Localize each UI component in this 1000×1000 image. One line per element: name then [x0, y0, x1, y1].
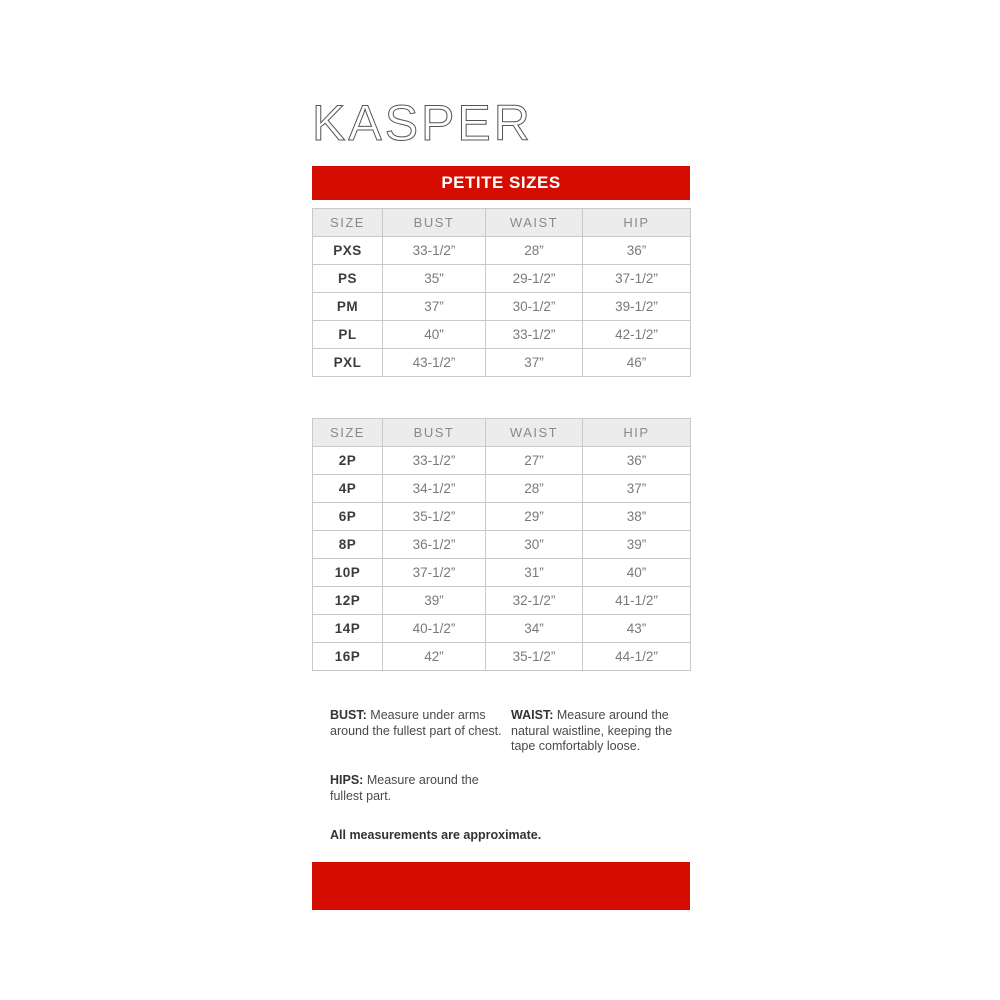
petite-number-size-table: SIZE BUST WAIST HIP 2P 33-1/2” 27” 36” 4…: [312, 418, 691, 671]
petite-sizes-banner: PETITE SIZES: [312, 166, 690, 200]
bust-cell: 35-1/2”: [382, 502, 486, 531]
hip-cell: 44-1/2”: [582, 642, 691, 671]
size-cell: PL: [312, 320, 383, 349]
waist-note: WAIST: Measure around the natural waistl…: [511, 708, 690, 755]
table-row: 8P 36-1/2” 30” 39”: [312, 530, 691, 559]
table-row: 6P 35-1/2” 29” 38”: [312, 502, 691, 531]
bust-cell: 33-1/2”: [382, 446, 486, 475]
bust-cell: 39”: [382, 586, 486, 615]
bust-note-text: Measure under arms around the fullest pa…: [330, 708, 502, 738]
waist-cell: 29”: [485, 502, 583, 531]
bust-cell: 36-1/2”: [382, 530, 486, 559]
hip-cell: 38”: [582, 502, 691, 531]
measurement-notes: BUST: Measure under arms around the full…: [330, 708, 690, 844]
bust-cell: 43-1/2”: [382, 348, 486, 377]
hip-cell: 43”: [582, 614, 691, 643]
size-cell: 8P: [312, 530, 383, 559]
table-row: PL 40” 33-1/2” 42-1/2”: [312, 320, 691, 349]
size-cell: PS: [312, 264, 383, 293]
hip-cell: 37-1/2”: [582, 264, 691, 293]
bust-note: BUST: Measure under arms around the full…: [330, 708, 511, 755]
bust-cell: 33-1/2”: [382, 236, 486, 265]
table-row: PXL 43-1/2” 37” 46”: [312, 348, 691, 377]
bust-cell: 37-1/2”: [382, 558, 486, 587]
hip-cell: 42-1/2”: [582, 320, 691, 349]
hip-cell: 41-1/2”: [582, 586, 691, 615]
hip-cell: 36”: [582, 236, 691, 265]
bust-cell: 35”: [382, 264, 486, 293]
kasper-logo: KASPER: [312, 95, 531, 152]
waist-cell: 29-1/2”: [485, 264, 583, 293]
col-header-bust: BUST: [382, 418, 486, 447]
size-cell: PM: [312, 292, 383, 321]
bust-cell: 34-1/2”: [382, 474, 486, 503]
table-header-row: SIZE BUST WAIST HIP: [312, 418, 691, 447]
col-header-waist: WAIST: [485, 418, 583, 447]
bust-cell: 40-1/2”: [382, 614, 486, 643]
table-row: 4P 34-1/2” 28” 37”: [312, 474, 691, 503]
waist-note-text: Measure around the natural waistline, ke…: [511, 708, 673, 754]
hips-note-text: Measure around the fullest part.: [330, 772, 479, 803]
table-row: PM 37” 30-1/2” 39-1/2”: [312, 292, 691, 321]
hips-note: HIPS: Measure around the fullest part.: [330, 773, 511, 804]
hip-cell: 39-1/2”: [582, 292, 691, 321]
footer-red-bar: [312, 862, 690, 910]
table-row: 10P 37-1/2” 31” 40”: [312, 558, 691, 587]
table-row: 14P 40-1/2” 34” 43”: [312, 614, 691, 643]
disclaimer-text: All measurements are approximate.: [330, 828, 542, 843]
size-cell: 4P: [312, 474, 383, 503]
waist-cell: 32-1/2”: [485, 586, 583, 615]
bust-cell: 40”: [382, 320, 486, 349]
size-cell: 2P: [312, 446, 383, 475]
table-row: 16P 42” 35-1/2” 44-1/2”: [312, 642, 691, 671]
waist-cell: 28”: [485, 474, 583, 503]
table-row: 2P 33-1/2” 27” 36”: [312, 446, 691, 475]
table-row: PS 35” 29-1/2” 37-1/2”: [312, 264, 691, 293]
table-header-row: SIZE BUST WAIST HIP: [312, 208, 691, 237]
banner-title: PETITE SIZES: [441, 173, 561, 192]
hip-cell: 46”: [582, 348, 691, 377]
hip-cell: 36”: [582, 446, 691, 475]
bust-cell: 37”: [382, 292, 486, 321]
hip-cell: 37”: [582, 474, 691, 503]
col-header-hip: HIP: [582, 208, 691, 237]
col-header-size: SIZE: [312, 208, 383, 237]
size-cell: 16P: [312, 642, 383, 671]
waist-note-label: WAIST:: [511, 708, 554, 722]
size-cell: PXS: [312, 236, 383, 265]
waist-cell: 28”: [485, 236, 583, 265]
waist-cell: 30-1/2”: [485, 292, 583, 321]
bust-cell: 42”: [382, 642, 486, 671]
waist-cell: 27”: [485, 446, 583, 475]
hips-note-label: HIPS:: [330, 772, 364, 787]
size-cell: PXL: [312, 348, 383, 377]
hip-cell: 40”: [582, 558, 691, 587]
col-header-size: SIZE: [312, 418, 383, 447]
size-cell: 6P: [312, 502, 383, 531]
col-header-bust: BUST: [382, 208, 486, 237]
col-header-hip: HIP: [582, 418, 691, 447]
table-row: 12P 39” 32-1/2” 41-1/2”: [312, 586, 691, 615]
waist-cell: 31”: [485, 558, 583, 587]
petite-letter-size-table: SIZE BUST WAIST HIP PXS 33-1/2” 28” 36” …: [312, 208, 691, 377]
waist-cell: 33-1/2”: [485, 320, 583, 349]
waist-cell: 34”: [485, 614, 583, 643]
kasper-logo-text: KASPER: [312, 95, 530, 151]
size-cell: 10P: [312, 558, 383, 587]
hip-cell: 39”: [582, 530, 691, 559]
col-header-waist: WAIST: [485, 208, 583, 237]
waist-cell: 35-1/2”: [485, 642, 583, 671]
bust-note-label: BUST:: [330, 708, 367, 722]
waist-cell: 30”: [485, 530, 583, 559]
waist-cell: 37”: [485, 348, 583, 377]
size-cell: 14P: [312, 614, 383, 643]
size-cell: 12P: [312, 586, 383, 615]
table-row: PXS 33-1/2” 28” 36”: [312, 236, 691, 265]
